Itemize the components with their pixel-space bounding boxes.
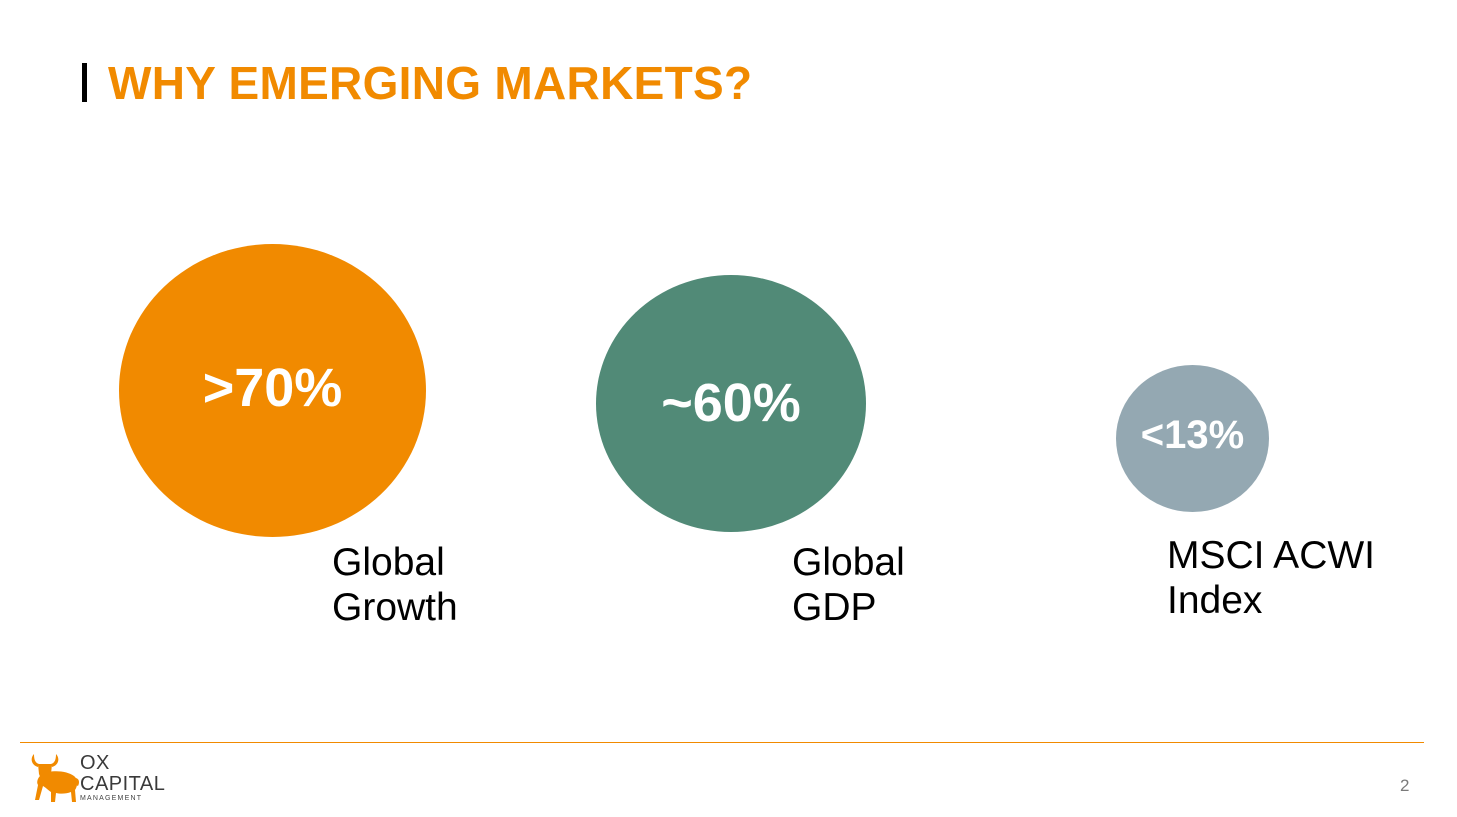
stat-caption-global-growth: Global Growth: [332, 540, 458, 630]
caption-line: GDP: [792, 586, 877, 629]
page-number: 2: [1400, 776, 1410, 795]
stat-caption-global-gdp: Global GDP: [792, 540, 905, 630]
stat-bubble-global-growth: >70%: [119, 244, 426, 537]
title-accent-bar: [82, 63, 87, 102]
footer-divider: [20, 742, 1424, 743]
caption-line: Growth: [332, 586, 458, 629]
logo-line-management: MANAGEMENT: [80, 795, 143, 802]
bull-icon: [31, 754, 79, 802]
stat-caption-msci-acwi: MSCI ACWI Index: [1167, 533, 1375, 623]
stat-value: <13%: [1140, 413, 1245, 457]
company-logo-text: OX CAPITAL MANAGEMENT: [80, 753, 165, 803]
caption-line: MSCI ACWI: [1167, 534, 1376, 577]
stat-value: >70%: [202, 357, 343, 418]
logo-line-capital: CAPITAL: [80, 773, 166, 795]
logo-line-ox: OX: [80, 752, 110, 774]
caption-line: Global: [792, 541, 905, 584]
caption-line: Global: [332, 541, 445, 584]
stat-bubble-global-gdp: ~60%: [596, 275, 866, 532]
caption-line: Index: [1167, 579, 1263, 622]
stat-bubble-msci-acwi: <13%: [1116, 365, 1269, 512]
slide-title: WHY EMERGING MARKETS?: [108, 57, 753, 109]
stat-value: ~60%: [661, 372, 801, 433]
